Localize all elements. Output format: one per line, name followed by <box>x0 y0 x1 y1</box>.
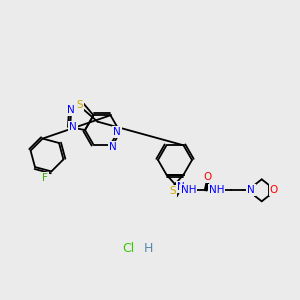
Text: N: N <box>177 182 184 192</box>
Text: S: S <box>76 100 83 110</box>
Text: N: N <box>69 122 77 132</box>
Text: N: N <box>67 105 75 115</box>
Text: S: S <box>169 186 175 196</box>
Text: N: N <box>109 142 116 152</box>
Text: NH: NH <box>209 185 224 195</box>
Text: O: O <box>204 172 212 182</box>
Text: N: N <box>247 185 255 195</box>
Text: N: N <box>113 127 121 137</box>
Text: NH: NH <box>181 185 197 195</box>
Text: F: F <box>42 173 48 183</box>
Text: H: H <box>143 242 153 254</box>
Text: O: O <box>270 185 278 195</box>
Text: Cl: Cl <box>122 242 134 254</box>
